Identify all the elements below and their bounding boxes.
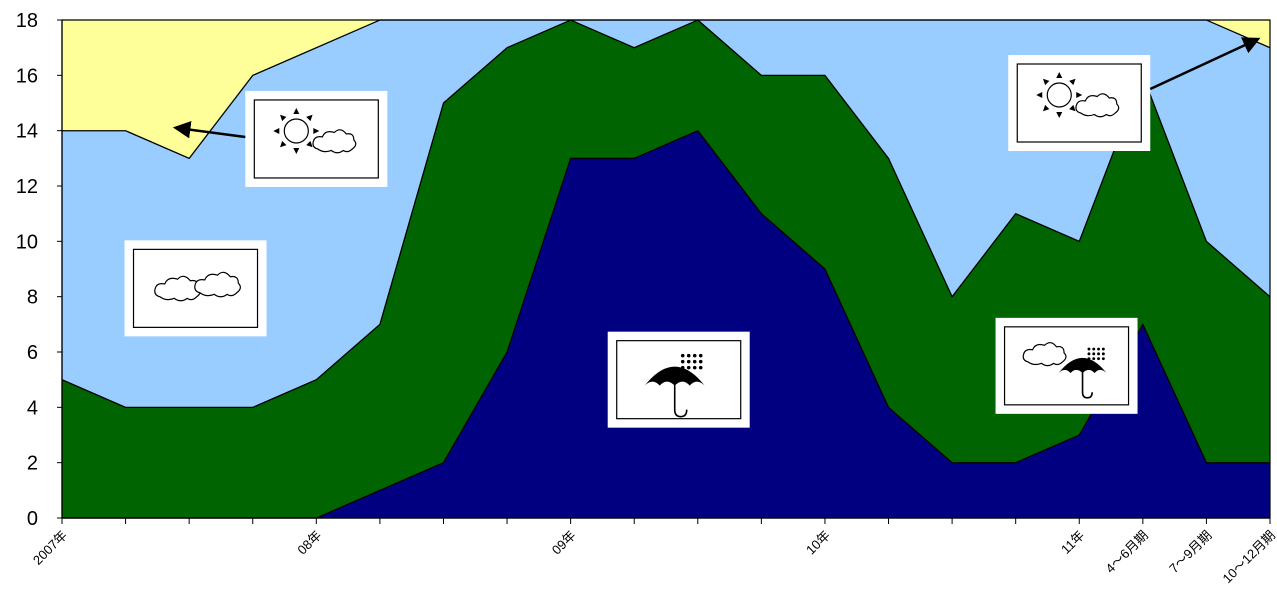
umbrella-rain-icon	[607, 331, 750, 428]
y-tick-label: 14	[16, 121, 38, 143]
y-tick-label: 6	[27, 342, 38, 364]
y-tick-label: 12	[16, 176, 38, 198]
cloud-umbrella-rain-icon	[995, 317, 1138, 414]
y-tick-label: 0	[27, 508, 38, 530]
y-tick-label: 2	[27, 453, 38, 475]
area-sunny-cloudy	[61, 19, 1271, 159]
x-tick-label: 2007年	[30, 528, 70, 568]
y-tick-label: 4	[27, 397, 38, 419]
x-tick-label: 11年	[1058, 528, 1087, 557]
y-tick-label: 18	[16, 10, 38, 32]
pointer-arrow	[172, 121, 246, 139]
x-tick-label: 10年	[803, 528, 833, 558]
sun-cloud-icon	[1008, 55, 1151, 151]
x-tick-label: 4～6月期	[1103, 528, 1151, 576]
y-tick-label: 8	[27, 287, 38, 309]
pointer-arrow	[1149, 37, 1261, 91]
sun-cloud-icon	[245, 90, 388, 187]
x-tick-label: 7～9月期	[1166, 528, 1214, 576]
y-tick-label: 10	[16, 231, 38, 253]
cloud-icon	[124, 240, 267, 337]
y-tick-label: 16	[16, 65, 38, 87]
weather-icons	[124, 37, 1261, 428]
x-tick-label: 10～12月期	[1219, 528, 1277, 587]
x-tick-label: 08年	[294, 528, 324, 558]
x-tick-label: 09年	[549, 528, 579, 558]
